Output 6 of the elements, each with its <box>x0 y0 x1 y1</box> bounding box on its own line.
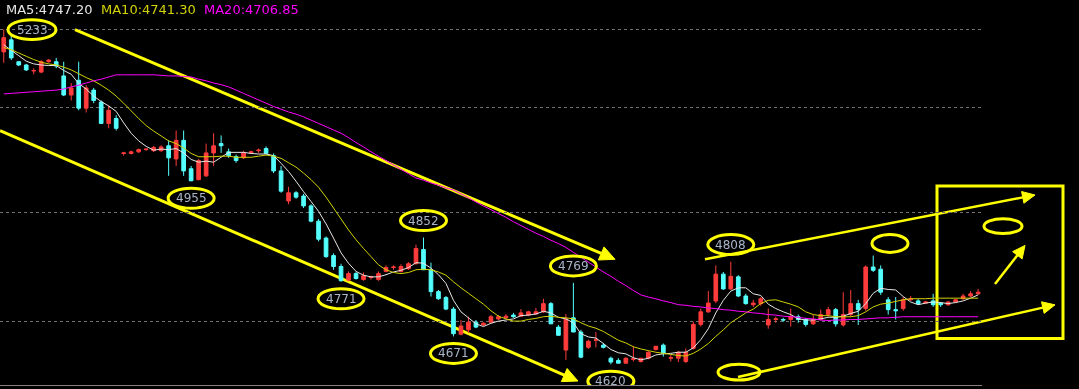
text: MA5:4747.20 <box>6 2 93 17</box>
annotation: 4620 <box>595 374 626 388</box>
annotation: 5233 <box>17 23 48 37</box>
annotation: 4769 <box>558 259 589 273</box>
text: MA10:4741.30 <box>101 2 196 17</box>
text: MA20:4706.85 <box>204 2 299 17</box>
